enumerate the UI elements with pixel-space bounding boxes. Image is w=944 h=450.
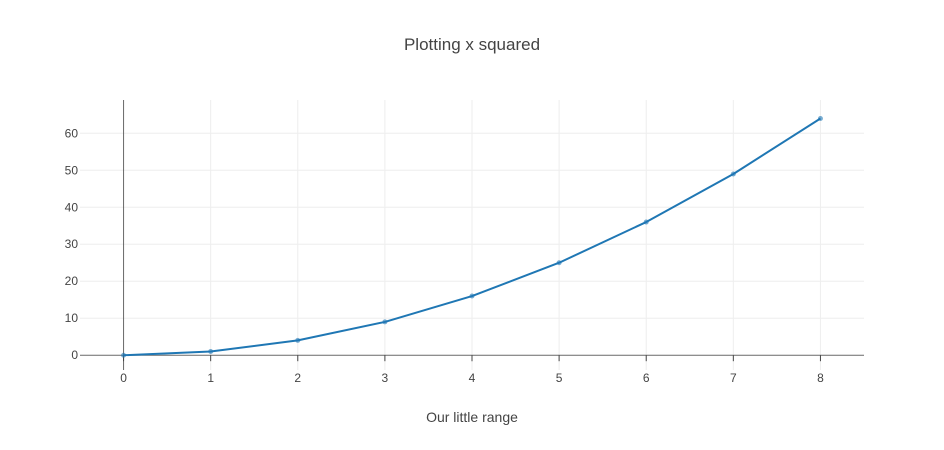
x-tick-label: 8 (817, 371, 824, 385)
x-tick-label: 1 (207, 371, 214, 385)
data-point[interactable] (121, 352, 127, 358)
y-tick-label: 0 (71, 348, 78, 362)
x-axis-title: Our little range (426, 409, 518, 425)
data-point[interactable] (556, 260, 562, 266)
label-layer: 0 1 2 3 4 5 6 7 8 0 10 20 30 40 50 60 (65, 126, 824, 385)
x-tick-label: 0 (120, 371, 127, 385)
x-tick-label: 2 (294, 371, 301, 385)
data-point[interactable] (295, 337, 301, 343)
y-tick-label: 20 (65, 274, 79, 288)
data-point[interactable] (730, 171, 736, 177)
axis-layer (80, 100, 864, 370)
x-tick-label: 5 (556, 371, 563, 385)
data-point[interactable] (469, 293, 475, 299)
y-tick-label: 60 (65, 126, 79, 140)
grid-layer (80, 100, 864, 370)
y-tick-label: 40 (65, 200, 79, 214)
y-tick-label: 50 (65, 163, 79, 177)
data-point[interactable] (382, 319, 388, 325)
data-point[interactable] (817, 115, 823, 121)
data-point[interactable] (643, 219, 649, 225)
x-tick-label: 3 (382, 371, 389, 385)
y-tick-label: 10 (65, 311, 79, 325)
x-tick-label: 6 (643, 371, 650, 385)
x-tick-label: 7 (730, 371, 737, 385)
data-point[interactable] (208, 349, 214, 355)
chart-title: Plotting x squared (404, 35, 540, 54)
y-tick-label: 30 (65, 237, 79, 251)
x-tick-label: 4 (469, 371, 476, 385)
series-layer (121, 115, 823, 358)
